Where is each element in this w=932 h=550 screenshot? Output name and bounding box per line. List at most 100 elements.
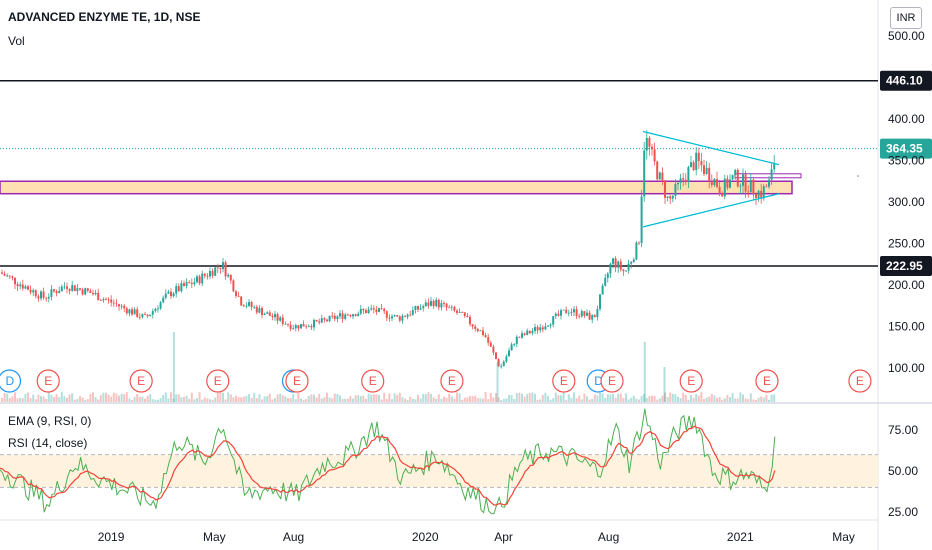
volume-bar: [120, 393, 123, 402]
candle-body: [159, 302, 162, 309]
volume-bar: [484, 392, 487, 402]
volume-bar: [362, 395, 365, 402]
volume-bar: [24, 393, 27, 402]
volume-bar: [276, 394, 279, 402]
volume-bar: [45, 398, 48, 402]
earnings-marker[interactable]: [600, 369, 624, 393]
candle-body: [89, 290, 92, 293]
candle-body: [687, 167, 690, 183]
earnings-marker-label: E: [137, 374, 145, 388]
dividend-marker[interactable]: [0, 369, 22, 393]
volume-bar: [370, 394, 373, 402]
volume-bar: [487, 399, 490, 402]
candle-body: [393, 315, 396, 317]
triangle-upper-trendline[interactable]: [642, 130, 780, 166]
volume-bar: [721, 399, 724, 402]
support-zone[interactable]: [0, 180, 793, 195]
candle-body: [482, 330, 484, 336]
candle-body: [198, 276, 201, 284]
volume-bar: [359, 395, 362, 402]
volume-bar: [526, 393, 529, 402]
candle-body: [500, 365, 503, 367]
candle-body: [222, 262, 224, 270]
candle-body: [755, 193, 757, 198]
volume-bar: [214, 397, 217, 402]
earnings-marker[interactable]: [552, 369, 576, 393]
volume-bar: [765, 394, 768, 402]
volume-bar: [666, 397, 669, 402]
candle-body: [352, 314, 354, 317]
volume-bar: [138, 396, 141, 402]
candle-body: [310, 326, 313, 328]
earnings-marker[interactable]: [36, 369, 60, 393]
earnings-marker[interactable]: [679, 369, 703, 393]
candle-body: [68, 288, 71, 291]
triangle-lower-trendline[interactable]: [642, 193, 780, 228]
candle-body: [170, 291, 172, 297]
volume-bar: [144, 398, 146, 402]
volume-bar: [253, 393, 256, 402]
currency-button[interactable]: INR: [890, 7, 922, 29]
candle-body: [406, 314, 409, 317]
earnings-marker[interactable]: [440, 369, 464, 393]
rsi-indicator-label: RSI (14, close): [8, 436, 88, 450]
volume-bar: [60, 392, 63, 402]
rsi-band: [0, 454, 878, 488]
volume-bar: [354, 395, 357, 402]
candle-body: [76, 288, 79, 291]
candle-body: [544, 326, 547, 330]
earnings-marker-label: E: [293, 374, 301, 388]
volume-bar: [518, 392, 521, 402]
volume-bar: [14, 392, 16, 402]
volume-bar: [6, 393, 9, 402]
candle-body: [596, 309, 599, 318]
candle-body: [359, 308, 362, 314]
earnings-marker-label: E: [687, 374, 695, 388]
candle-body: [664, 181, 666, 198]
candle-body: [287, 323, 289, 325]
volume-bar: [625, 393, 627, 402]
volume-bar: [471, 396, 474, 402]
candle-body: [175, 286, 178, 294]
candle-body: [248, 302, 250, 306]
volume-bar: [749, 393, 752, 402]
candle-body: [703, 165, 705, 174]
candle-body: [622, 269, 625, 272]
earnings-marker[interactable]: [129, 369, 153, 393]
candle-body: [601, 285, 604, 295]
volume-bar: [71, 393, 74, 402]
volume-bar: [305, 399, 308, 402]
candle-body: [271, 315, 274, 318]
candle-body: [718, 186, 721, 193]
volume-bar: [341, 399, 344, 402]
candle-body: [344, 314, 347, 319]
candle-body: [383, 308, 386, 312]
candle-body: [625, 270, 627, 272]
volume-bar: [89, 393, 92, 402]
volume-bar: [492, 397, 495, 402]
candle-body: [627, 263, 630, 271]
earnings-marker[interactable]: [848, 369, 872, 393]
earnings-marker[interactable]: [285, 369, 309, 393]
candle-body: [209, 271, 211, 277]
candle-body: [461, 312, 464, 313]
candle-body: [177, 286, 180, 292]
volume-bar: [476, 397, 479, 402]
earnings-marker[interactable]: [361, 369, 385, 393]
volume-bar: [190, 392, 193, 402]
volume-bar: [224, 399, 227, 402]
candle-body: [339, 313, 341, 317]
candle-body: [162, 297, 165, 303]
earnings-marker[interactable]: [755, 369, 779, 393]
candle-body: [757, 190, 760, 198]
volume-bar: [742, 394, 744, 402]
candle-body: [29, 289, 32, 293]
volume-bar: [404, 398, 406, 402]
volume-bar: [604, 398, 607, 402]
candle-body: [193, 282, 196, 285]
candle-body: [645, 137, 648, 151]
earnings-marker[interactable]: [206, 369, 230, 393]
volume-bar: [336, 393, 339, 402]
candle-body: [258, 308, 261, 313]
